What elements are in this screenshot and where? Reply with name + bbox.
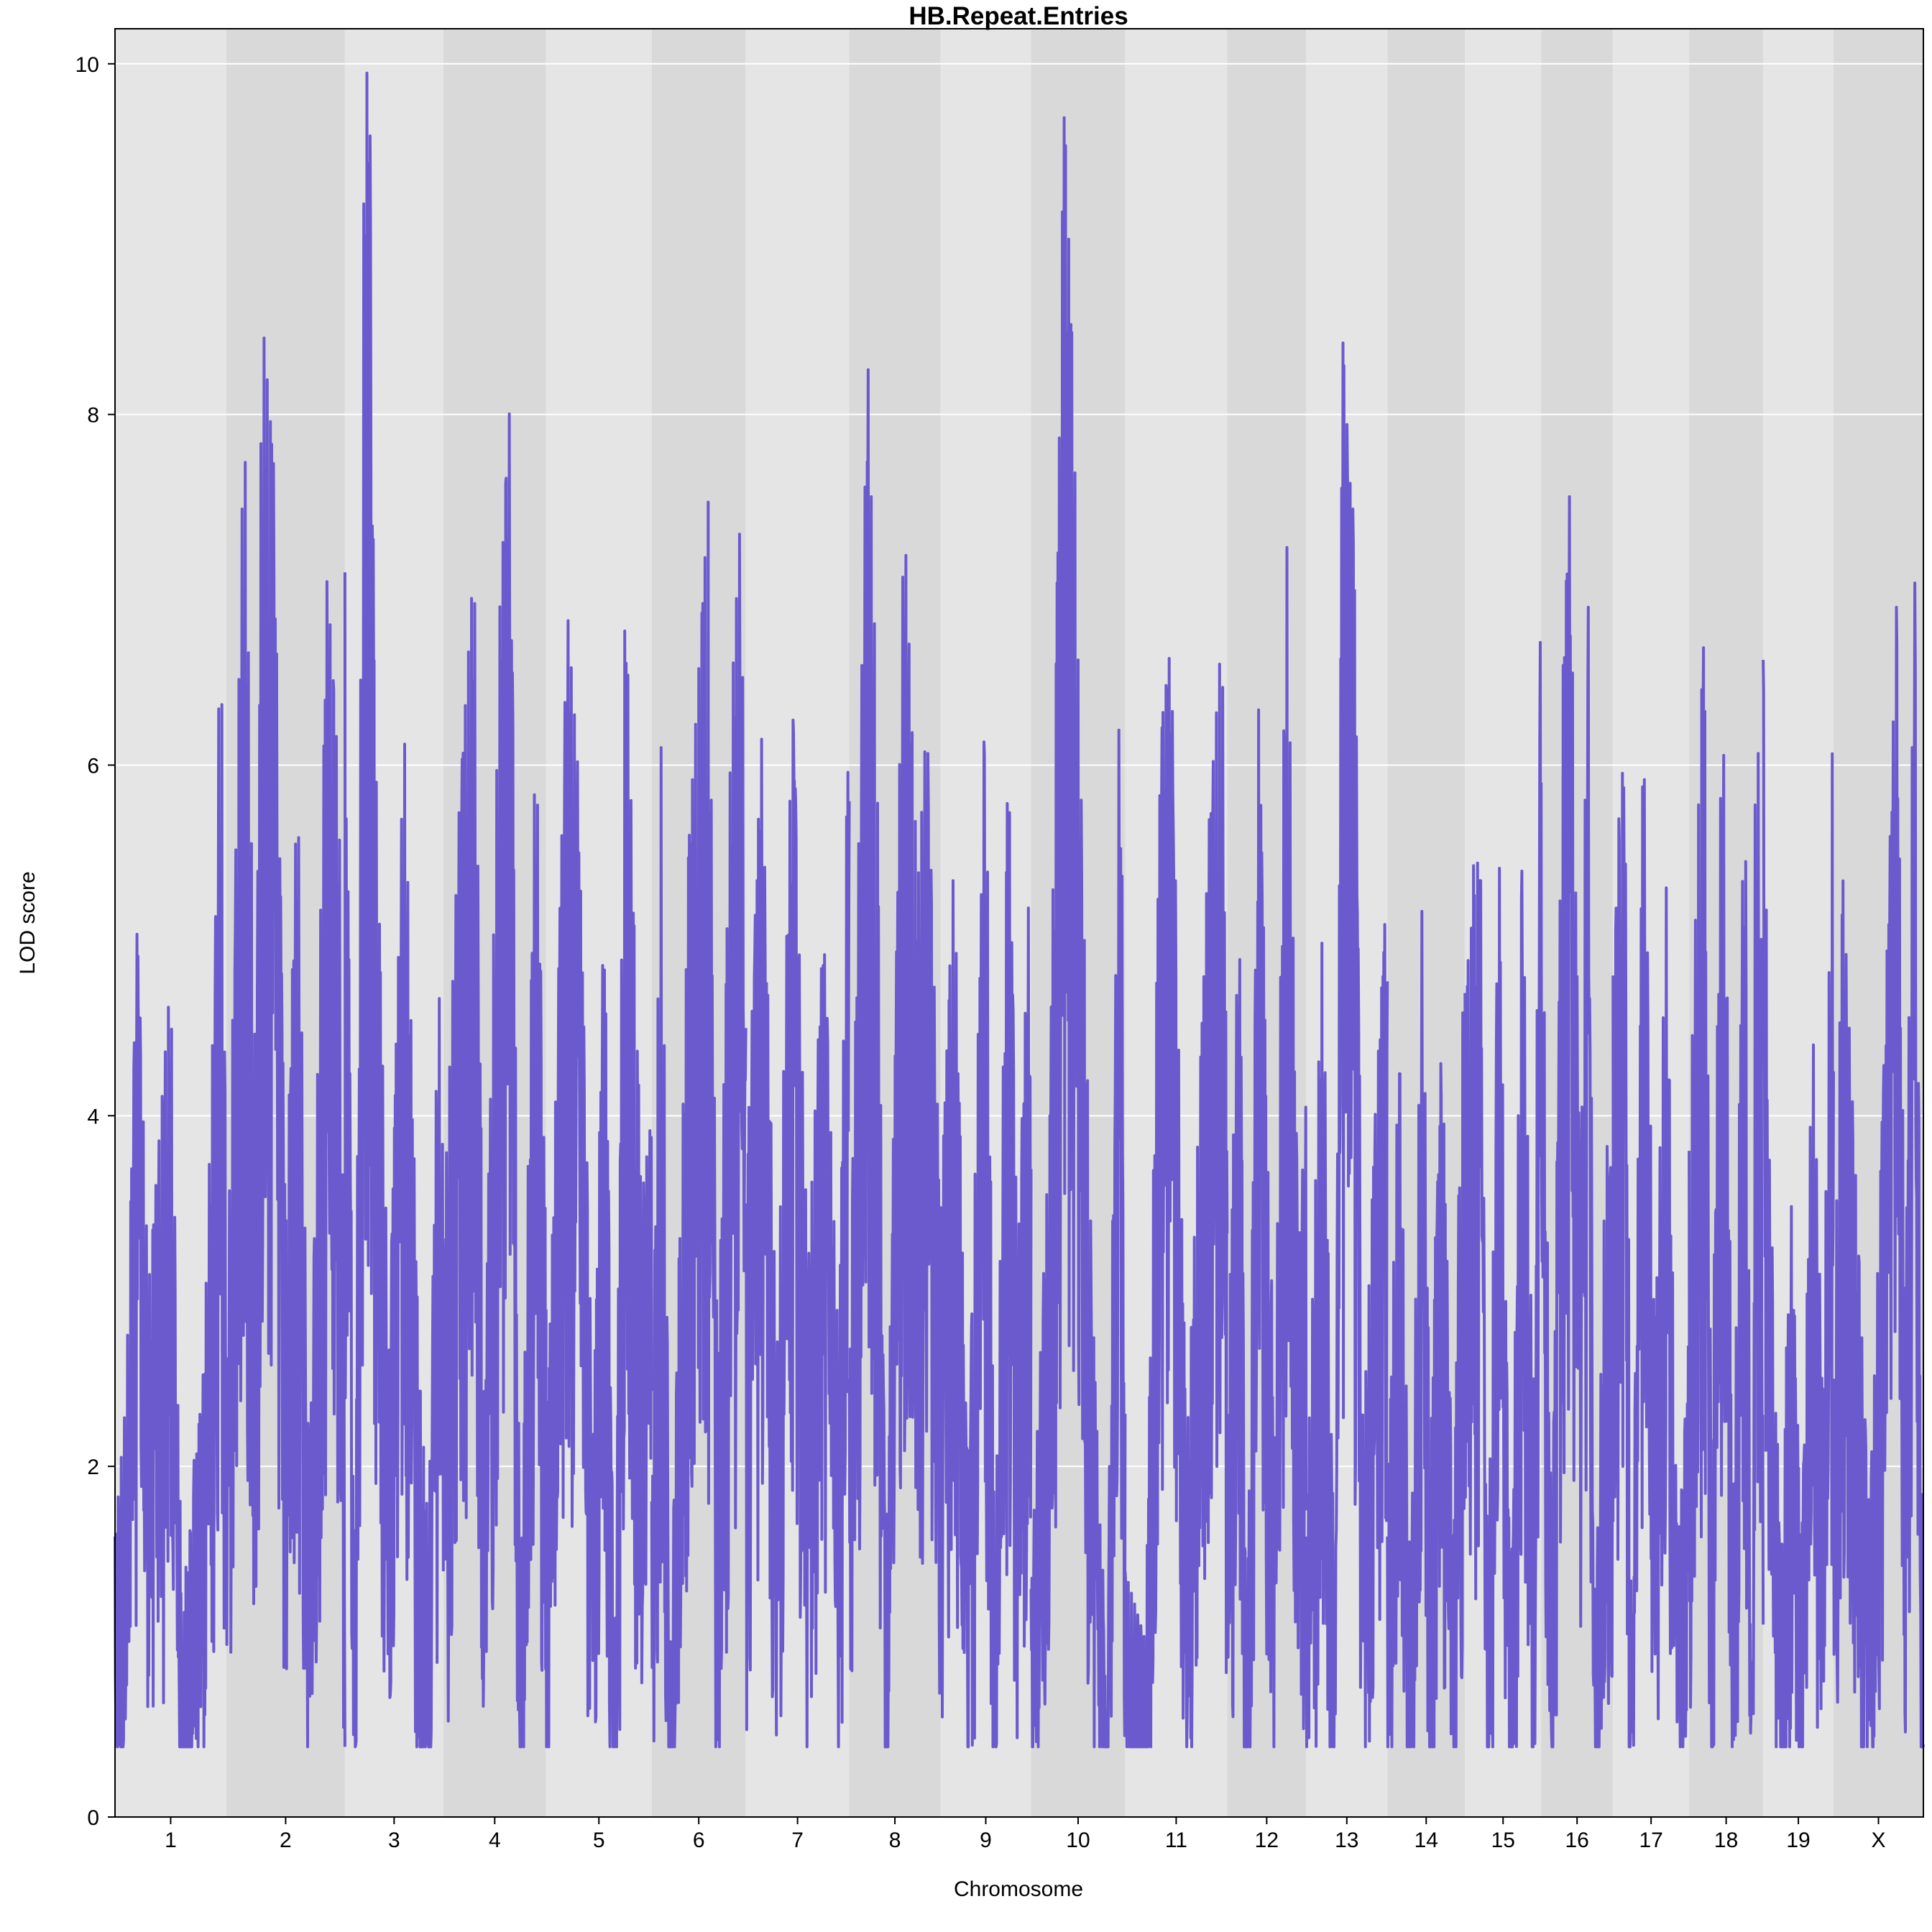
lod-line-chr-X — [1832, 581, 1925, 1749]
x-axis-ticks: 1 2 3 4 5 6 7 8 9 10 11 12 13 14 15 16 17 18 19 X — [165, 1817, 1886, 1852]
y-tick-label-8: 8 — [87, 404, 99, 428]
lod-line-chr-19 — [1762, 660, 1835, 1749]
x-tick-label-14: 14 — [1414, 1828, 1438, 1852]
y-tick-label-4: 4 — [87, 1105, 99, 1128]
lod-line-chr-8 — [847, 368, 942, 1749]
x-tick-label-18: 18 — [1714, 1828, 1738, 1852]
lod-line-chr-1 — [114, 703, 228, 1749]
lod-line-chr-4 — [441, 412, 548, 1749]
lod-line-chr-10 — [1029, 116, 1127, 1749]
lod-line-chr-5 — [544, 619, 653, 1749]
lod-line-chr-13 — [1305, 341, 1389, 1749]
x-tick-label-4: 4 — [489, 1828, 501, 1852]
lod-line-chr-7 — [744, 718, 851, 1749]
lod-line-chr-18 — [1688, 646, 1765, 1749]
y-tick-label-2: 2 — [87, 1455, 99, 1479]
plot-frame — [114, 28, 1924, 1818]
x-axis-title: Chromosome — [954, 1877, 1083, 1901]
y-axis-ticks: 0 2 4 6 8 10 — [75, 53, 115, 1830]
y-axis-title: LOD score — [16, 871, 40, 974]
plot-border — [114, 28, 1924, 1818]
x-tick-label-17: 17 — [1639, 1828, 1662, 1852]
x-tick-label-5: 5 — [593, 1828, 605, 1852]
x-tick-label-8: 8 — [889, 1828, 901, 1852]
lod-line-chr-14 — [1386, 910, 1467, 1749]
lod-line-chr-3 — [343, 71, 445, 1749]
x-tick-label-3: 3 — [388, 1828, 400, 1852]
y-tick-label-6: 6 — [87, 754, 99, 778]
x-tick-label-16: 16 — [1565, 1828, 1589, 1852]
y-tick-label-0: 0 — [87, 1806, 99, 1830]
x-tick-label-11: 11 — [1165, 1828, 1187, 1852]
x-tick-label-1: 1 — [165, 1828, 177, 1852]
lod-line-chr-9 — [939, 740, 1033, 1749]
y-tick-label-10: 10 — [75, 53, 99, 77]
lod-line-chr-6 — [650, 500, 748, 1749]
x-tick-label-9: 9 — [980, 1828, 992, 1852]
x-tick-label-X: X — [1872, 1828, 1886, 1852]
lod-line-chr-12 — [1225, 546, 1308, 1749]
lod-line-chr-16 — [1540, 495, 1615, 1749]
chart-title: HB.Repeat.Entries — [908, 2, 1128, 30]
x-tick-label-2: 2 — [280, 1828, 292, 1852]
x-tick-label-13: 13 — [1335, 1828, 1358, 1852]
lod-line-chr-17 — [1611, 771, 1691, 1749]
lod-line-chr-11 — [1123, 657, 1229, 1749]
lod-line-chr-15 — [1463, 640, 1543, 1749]
x-tick-label-15: 15 — [1491, 1828, 1515, 1852]
x-tick-label-12: 12 — [1255, 1828, 1279, 1852]
x-tick-label-10: 10 — [1066, 1828, 1090, 1852]
lod-series — [114, 71, 1925, 1749]
lod-line-chr-2 — [224, 336, 346, 1749]
x-tick-label-6: 6 — [693, 1828, 705, 1852]
x-tick-label-19: 19 — [1786, 1828, 1810, 1852]
x-tick-label-7: 7 — [791, 1828, 804, 1852]
